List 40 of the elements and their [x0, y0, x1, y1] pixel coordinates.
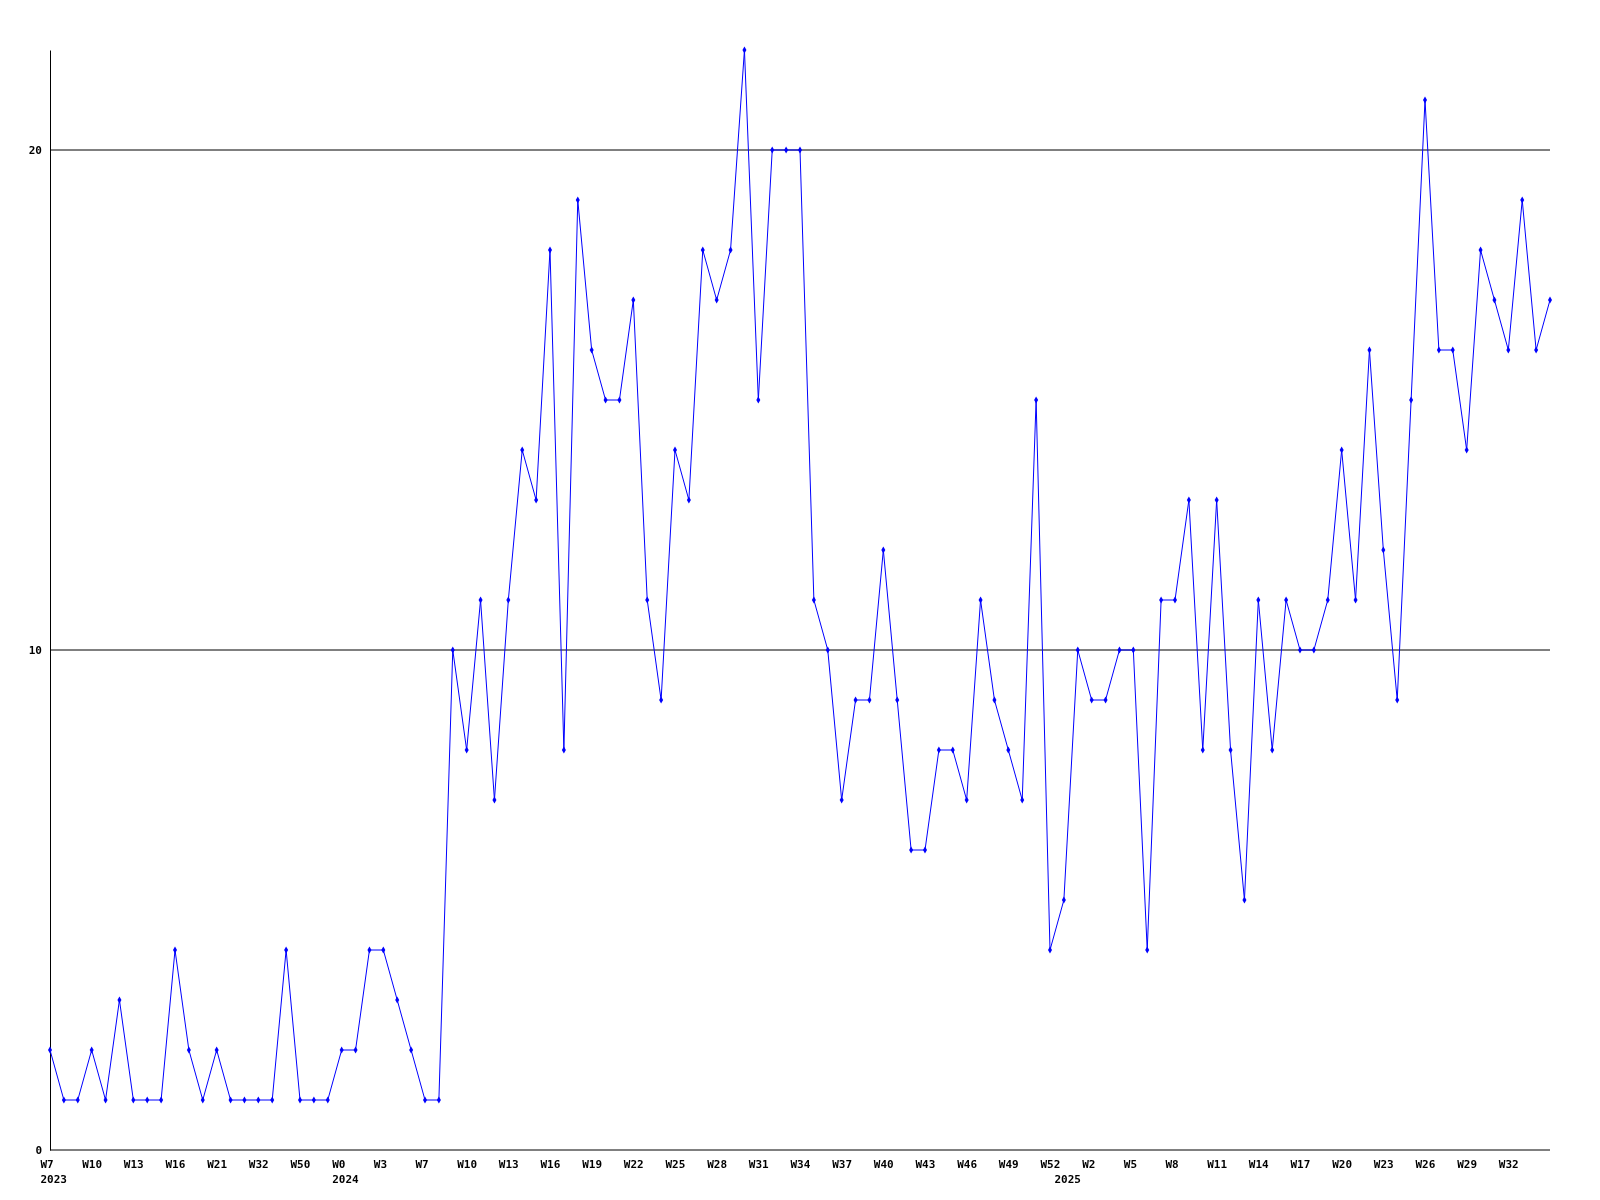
x-tick-label: W13 — [498, 1157, 519, 1171]
x-tick-label: W49 — [998, 1157, 1019, 1171]
x-tick-label: W26 — [1415, 1157, 1436, 1171]
x-tick-label: W11 — [1207, 1157, 1228, 1171]
x-tick-label: W0 2024 — [332, 1157, 360, 1186]
x-tick-label: W8 — [1165, 1157, 1179, 1171]
x-tick-label: W40 — [873, 1157, 894, 1171]
y-tick-label: 0 — [35, 1144, 42, 1158]
x-tick-label: W43 — [915, 1157, 936, 1171]
x-tick-label: W17 — [1290, 1157, 1311, 1171]
x-tick-label: W25 — [665, 1157, 686, 1171]
x-tick-label: W31 — [748, 1157, 770, 1171]
x-tick-label: W50 — [290, 1157, 311, 1171]
x-tick-label: W7 2023 — [40, 1157, 67, 1186]
x-tick-label: W46 — [957, 1157, 978, 1171]
x-tick-label: W32 — [1498, 1157, 1519, 1171]
x-tick-label: W28 — [707, 1157, 728, 1171]
x-tick-label: W37 — [832, 1157, 853, 1171]
x-tick-label: W13 — [123, 1157, 144, 1171]
x-tick-label: W21 — [207, 1157, 228, 1171]
x-tick-label: W52 — [1040, 1157, 1061, 1171]
x-tick-label: W10 — [82, 1157, 103, 1171]
x-tick-label: W5 — [1123, 1157, 1138, 1171]
x-tick-label: W19 — [582, 1157, 603, 1171]
x-tick-label: W23 — [1373, 1157, 1394, 1171]
x-tick-label: W32 — [248, 1157, 269, 1171]
x-tick-label: W7 — [415, 1157, 429, 1171]
y-tick-label: 20 — [28, 144, 42, 158]
x-tick-label: W16 — [165, 1157, 186, 1171]
x-tick-label: W3 — [373, 1157, 388, 1171]
x-tick-label: W34 — [790, 1157, 811, 1171]
x-tick-label: W10 — [457, 1157, 478, 1171]
x-tick-label: W22 — [623, 1157, 644, 1171]
x-tick-label: W16 — [540, 1157, 561, 1171]
x-tick-label: W20 — [1332, 1157, 1353, 1171]
x-tick-label: 2025 — [1054, 1172, 1081, 1186]
x-tick-label: W2 — [1082, 1157, 1096, 1171]
x-tick-label: W29 — [1457, 1157, 1478, 1171]
y-tick-label: 10 — [28, 644, 42, 658]
x-tick-label: W14 — [1248, 1157, 1270, 1171]
